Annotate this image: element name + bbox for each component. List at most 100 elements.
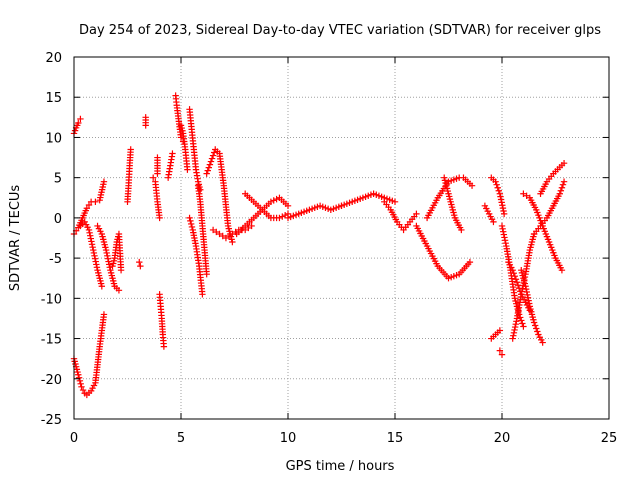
y-tick-label: 10 bbox=[45, 131, 62, 146]
data-point-interp bbox=[501, 237, 509, 244]
y-tick-label: -5 bbox=[49, 252, 62, 267]
data-point-interp bbox=[559, 181, 567, 188]
data-point bbox=[75, 119, 82, 127]
data-point bbox=[75, 371, 82, 378]
plot-frame bbox=[73, 56, 610, 420]
data-point bbox=[558, 266, 566, 274]
y-tick-label: -20 bbox=[41, 373, 62, 388]
data-point bbox=[284, 202, 292, 210]
data-point-interp bbox=[524, 291, 531, 299]
data-point bbox=[539, 339, 546, 346]
y-tick-label: 20 bbox=[45, 51, 62, 66]
data-point-interp bbox=[206, 161, 214, 168]
data-point-interp bbox=[75, 374, 83, 381]
data-point bbox=[496, 347, 504, 354]
data-point-interp bbox=[225, 232, 233, 240]
data-point bbox=[203, 170, 210, 177]
data-point-interp bbox=[510, 269, 517, 277]
data-point bbox=[513, 279, 521, 286]
data-point bbox=[137, 262, 144, 270]
data-point-interp bbox=[531, 322, 539, 329]
data-point-interp bbox=[512, 320, 519, 328]
x-tick-label: 10 bbox=[280, 431, 297, 446]
data-point bbox=[468, 182, 476, 189]
data-point-interp bbox=[219, 232, 226, 240]
data-point bbox=[391, 198, 399, 205]
series-track-33 bbox=[496, 347, 506, 358]
data-point-interp bbox=[500, 207, 507, 215]
series-track-25 bbox=[381, 198, 420, 234]
data-point bbox=[530, 319, 538, 326]
data-point bbox=[498, 222, 506, 230]
data-point bbox=[496, 327, 504, 334]
data-point-interp bbox=[511, 273, 519, 280]
data-point-interp bbox=[205, 164, 213, 171]
series-track-17 bbox=[186, 214, 206, 298]
data-point-interp bbox=[71, 127, 79, 134]
chart-title: Day 254 of 2023, Sidereal Day-to-day VTE… bbox=[79, 23, 601, 38]
data-point-interp bbox=[103, 249, 110, 257]
series-track-15 bbox=[177, 122, 191, 173]
series-track-16 bbox=[186, 106, 204, 193]
data-point bbox=[156, 214, 163, 222]
x-tick-label: 20 bbox=[494, 431, 511, 446]
data-point bbox=[92, 198, 99, 205]
data-point-interp bbox=[498, 199, 505, 206]
data-point-interp bbox=[85, 201, 93, 209]
data-point-interp bbox=[500, 231, 508, 238]
series-track-09 bbox=[142, 114, 149, 129]
data-point-interp bbox=[105, 261, 113, 268]
data-point bbox=[184, 166, 191, 173]
data-point bbox=[492, 178, 499, 185]
data-point-interp bbox=[558, 184, 566, 191]
series-track-08 bbox=[136, 258, 144, 270]
data-point-interp bbox=[270, 197, 277, 204]
series-track-21 bbox=[233, 194, 292, 238]
series-track-20 bbox=[209, 222, 255, 242]
data-point-interp bbox=[525, 297, 532, 304]
series-track-01 bbox=[70, 115, 84, 137]
data-point-interp bbox=[522, 285, 530, 293]
data-point-interp bbox=[512, 276, 520, 283]
data-point bbox=[90, 246, 97, 254]
axis-ticks-layer: 0 5 10 15 20 25 -25 -20 -15 -10 -5 0 5 10 15 20 bbox=[41, 51, 618, 446]
data-point-interp bbox=[511, 326, 518, 334]
series-track-10 bbox=[149, 174, 163, 222]
data-point-interp bbox=[557, 187, 565, 194]
data-point-interp bbox=[93, 264, 101, 271]
series-track-14 bbox=[172, 92, 187, 145]
data-point bbox=[154, 154, 161, 161]
data-point-interp bbox=[494, 184, 501, 191]
data-point bbox=[496, 190, 504, 197]
series-track-39 bbox=[530, 178, 568, 238]
data-point-interp bbox=[79, 386, 87, 394]
x-tick-label: 15 bbox=[387, 431, 404, 446]
series-track-28 bbox=[441, 174, 465, 234]
data-point bbox=[560, 178, 568, 185]
series-track-24 bbox=[338, 190, 399, 210]
data-point bbox=[169, 150, 176, 157]
data-point-interp bbox=[513, 318, 520, 325]
data-point bbox=[229, 238, 236, 246]
y-tick-label: -25 bbox=[41, 413, 62, 428]
data-point bbox=[556, 190, 563, 197]
data-point-interp bbox=[499, 202, 506, 209]
series-track-40 bbox=[537, 159, 568, 197]
data-point bbox=[522, 283, 529, 290]
series-track-06 bbox=[109, 230, 125, 274]
data-point-interp bbox=[526, 300, 533, 307]
x-axis-label: GPS time / hours bbox=[286, 459, 395, 474]
y-tick-label: -10 bbox=[41, 292, 62, 307]
data-point bbox=[466, 258, 474, 266]
data-point bbox=[209, 226, 217, 234]
data-point bbox=[509, 266, 516, 274]
data-point-interp bbox=[208, 155, 216, 162]
data-point-interp bbox=[106, 264, 113, 271]
data-point-interp bbox=[89, 243, 96, 251]
data-point-interp bbox=[523, 192, 530, 199]
series-track-07 bbox=[124, 146, 134, 205]
data-point-interp bbox=[510, 332, 517, 339]
data-point bbox=[248, 222, 255, 230]
